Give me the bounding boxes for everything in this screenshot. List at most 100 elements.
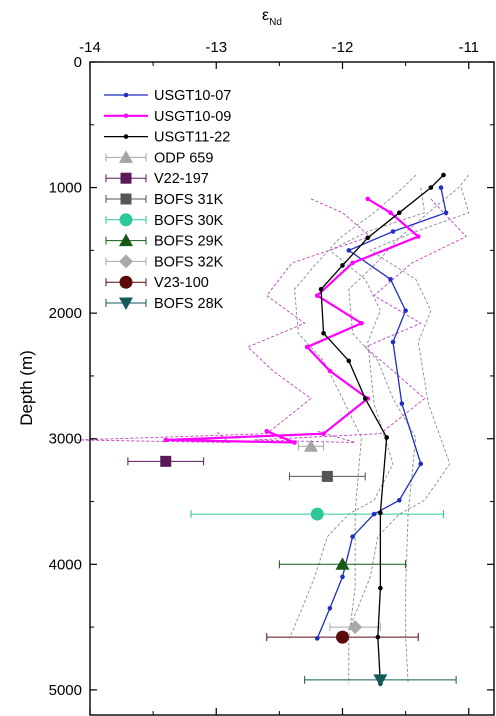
- point-bofs-31k: [321, 470, 333, 482]
- point-usgt10-09: [321, 431, 326, 437]
- point-usgt10-07: [314, 636, 320, 641]
- point-usgt10-09: [314, 293, 320, 298]
- point-usgt10-07: [390, 339, 396, 345]
- y-axis-label: Depth (m): [17, 350, 36, 426]
- legend: USGT10-07 USGT10-09 USGT11-22 ODP 659 V22-19…: [104, 88, 231, 312]
- legend-marker: [120, 172, 132, 184]
- point-usgt10-07: [340, 574, 345, 580]
- point-usgt10-07: [443, 210, 449, 215]
- legend-label: BOFS 29K: [154, 234, 224, 250]
- y-tick-label: 4000: [49, 556, 82, 573]
- point-usgt11-22: [365, 235, 371, 241]
- point-v22-197: [160, 455, 172, 467]
- point-v23-100: [336, 630, 349, 644]
- point-usgt10-07: [390, 229, 396, 234]
- point-usgt11-22: [441, 172, 446, 178]
- legend-label: V23-100: [154, 275, 209, 291]
- legend-item-v22-197: V22-197: [105, 171, 209, 187]
- point-bofs-30k: [310, 507, 324, 521]
- legend-marker: [123, 92, 129, 98]
- band-upper-usgt10-09: [254, 198, 467, 443]
- y-axis: 0 1000 2000 3000 4000 5000: [49, 54, 494, 699]
- point-usgt11-22: [346, 358, 352, 364]
- point-usgt11-22: [362, 396, 368, 401]
- legend-marker: [119, 213, 133, 227]
- legend-label: USGT11-22: [154, 130, 230, 146]
- legend-label: V22-197: [154, 171, 209, 187]
- point-usgt10-07: [397, 497, 402, 503]
- legend-marker: [119, 297, 133, 310]
- legend-item-usgt10-09: USGT10-09: [104, 109, 231, 125]
- band-upper-usgt11-22: [348, 174, 470, 684]
- point-usgt10-09: [292, 440, 297, 445]
- legend-label: BOFS 28K: [154, 296, 224, 312]
- point-usgt10-07: [438, 185, 444, 190]
- point-usgt10-09: [359, 320, 364, 326]
- line-usgt11-22: [320, 174, 444, 684]
- band-lower-usgt10-09: [77, 198, 372, 443]
- legend-label: BOFS 32K: [154, 254, 224, 270]
- point-usgt10-07: [388, 276, 393, 282]
- point-usgt10-07: [327, 605, 333, 611]
- y-tick-label: 3000: [49, 431, 82, 448]
- point-odp-659: [303, 439, 318, 452]
- x-tick-label: -14: [79, 39, 101, 56]
- legend-item-usgt10-07: USGT10-07: [104, 88, 231, 104]
- legend-marker: [123, 134, 129, 139]
- point-usgt11-22: [378, 585, 383, 591]
- legend-marker: [119, 150, 133, 163]
- series-markers: [160, 172, 449, 687]
- y-tick-label: 2000: [49, 305, 82, 322]
- x-axis-label-main: ε: [262, 7, 269, 24]
- legend-label: USGT10-09: [154, 109, 231, 125]
- point-usgt11-22: [428, 185, 434, 190]
- legend-label: BOFS 30K: [154, 213, 224, 229]
- legend-item-v23-100: V23-100: [105, 275, 209, 291]
- legend-label: BOFS 31K: [154, 192, 224, 208]
- legend-marker: [119, 275, 133, 289]
- error-bars: [127, 442, 457, 684]
- legend-item-bofs-32k: BOFS 32K: [105, 254, 224, 270]
- y-tick-label: 1000: [49, 180, 82, 197]
- point-usgt10-09: [388, 210, 393, 215]
- legend-item-bofs-29k: BOFS 29K: [105, 233, 224, 250]
- point-usgt10-09: [304, 344, 310, 350]
- x-tick-label: -13: [205, 39, 227, 56]
- legend-item-bofs-30k: BOFS 30K: [105, 213, 224, 229]
- point-usgt10-07: [399, 401, 405, 406]
- point-usgt11-22: [318, 286, 324, 292]
- legend-item-odp-659: ODP 659: [105, 150, 213, 166]
- y-tick-label: 0: [74, 54, 82, 71]
- legend-marker: [120, 193, 132, 205]
- legend-label: ODP 659: [154, 150, 213, 166]
- legend-item-bofs-28k: BOFS 28K: [105, 296, 224, 312]
- x-axis-label-sub: Nd: [269, 17, 282, 28]
- band-lower-usgt11-22: [294, 174, 417, 684]
- legend-marker: [119, 254, 133, 269]
- point-usgt10-09: [327, 368, 333, 374]
- point-usgt10-09: [415, 234, 421, 239]
- point-usgt10-07: [371, 511, 377, 517]
- point-usgt11-22: [340, 263, 345, 268]
- series-lines: [165, 174, 447, 684]
- point-usgt11-22: [384, 435, 389, 440]
- legend-marker: [119, 233, 133, 247]
- legend-label: USGT10-07: [154, 88, 231, 104]
- point-usgt10-07: [350, 534, 355, 539]
- point-bofs-29k: [335, 557, 350, 570]
- y-tick-label: 5000: [49, 682, 82, 699]
- plot-area: [77, 61, 495, 716]
- point-usgt11-22: [375, 634, 381, 640]
- line-usgt10-07: [316, 187, 447, 639]
- x-tick-label: -12: [332, 39, 354, 56]
- point-usgt10-09: [264, 428, 270, 434]
- point-usgt10-09: [365, 196, 371, 202]
- band-upper-usgt10-07: [344, 187, 470, 639]
- point-usgt11-22: [321, 330, 326, 336]
- point-usgt10-07: [418, 461, 424, 467]
- plot-frame: [89, 61, 495, 716]
- point-usgt10-09: [163, 437, 169, 443]
- point-usgt10-09: [350, 260, 355, 266]
- point-bofs-28k: [373, 674, 388, 687]
